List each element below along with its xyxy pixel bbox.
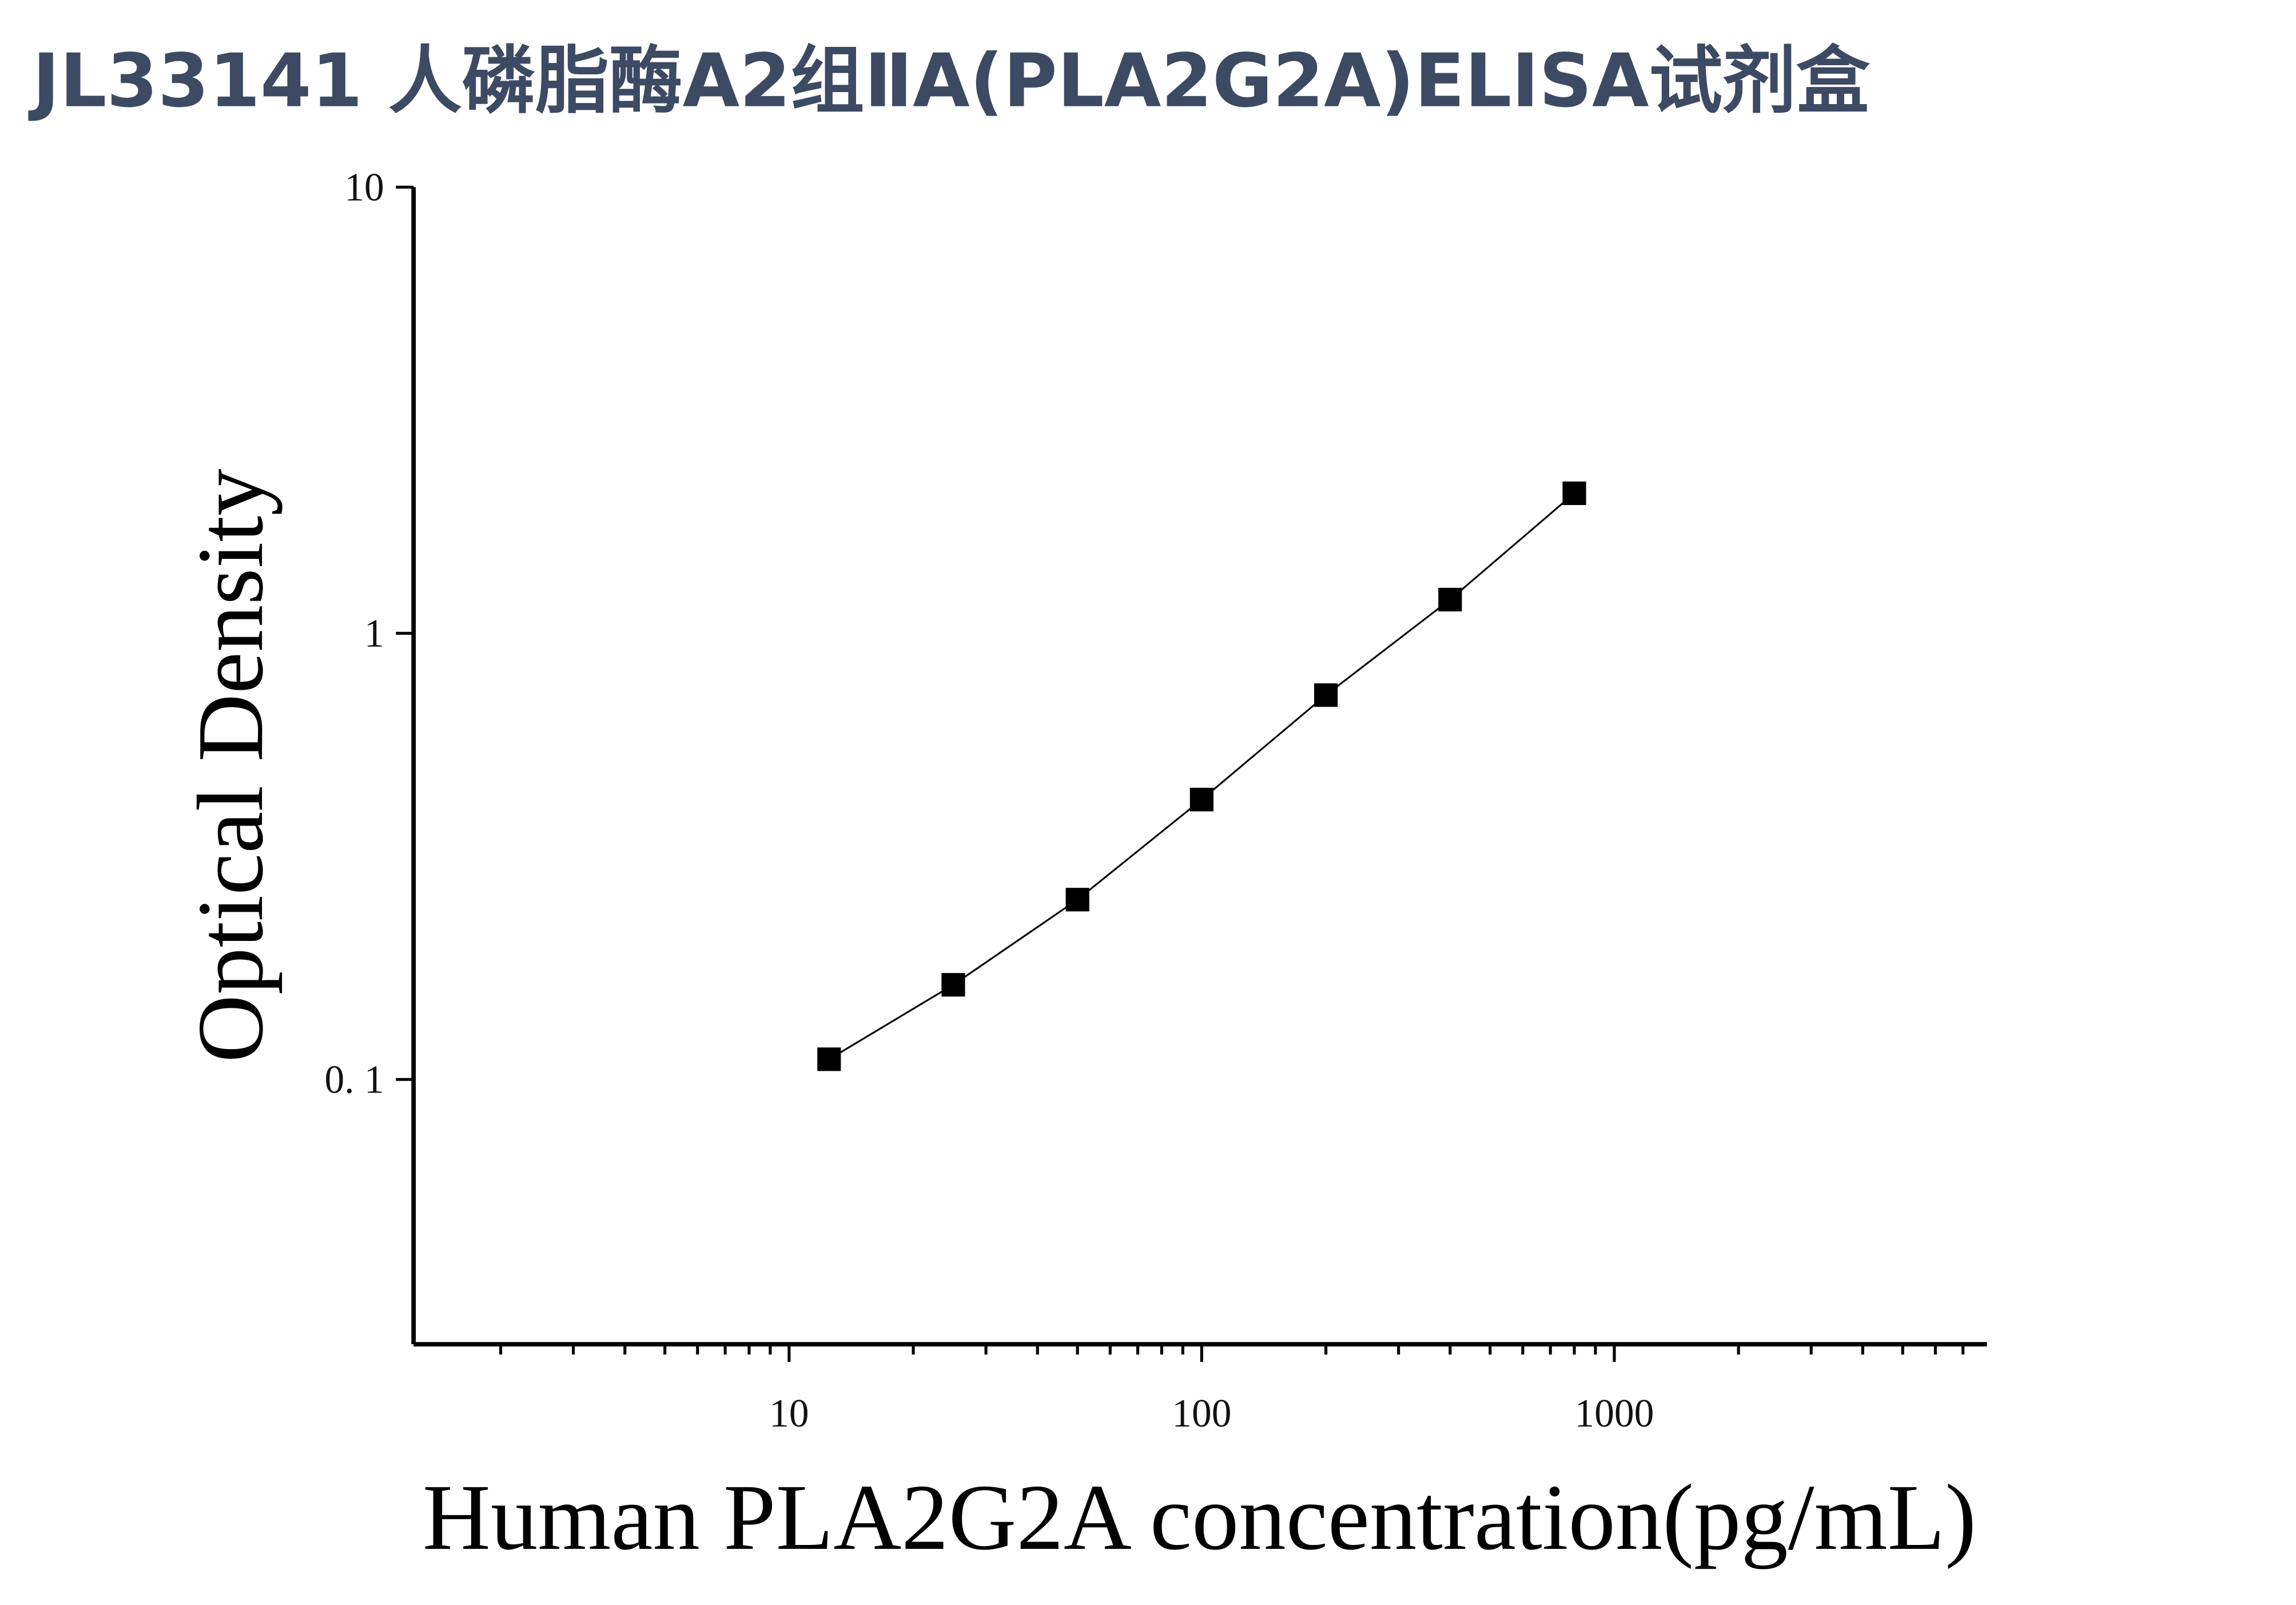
y-tick-label: 1 bbox=[364, 611, 384, 655]
x-tick-label: 100 bbox=[1172, 1392, 1231, 1436]
data-point bbox=[1189, 788, 1213, 812]
y-tick-label: 10 bbox=[344, 165, 384, 209]
data-point bbox=[941, 973, 965, 997]
data-point bbox=[1438, 587, 1462, 611]
x-tick-label: 1000 bbox=[1574, 1392, 1654, 1436]
data-point bbox=[1065, 888, 1089, 912]
y-axis-title: Optical Density bbox=[178, 468, 282, 1062]
chart-title: JL33141 人磷脂酶A2组ⅡA(PLA2G2A)ELISA试剂盒 bbox=[28, 39, 1871, 124]
data-point bbox=[817, 1047, 841, 1071]
data-point bbox=[1314, 683, 1338, 707]
x-axis-title: Human PLA2G2A concentration(pg/mL) bbox=[423, 1465, 1976, 1570]
x-tick-label: 10 bbox=[769, 1392, 809, 1436]
data-line bbox=[828, 492, 1575, 1060]
data-point bbox=[1562, 481, 1586, 505]
y-tick-label: 0. 1 bbox=[325, 1058, 384, 1102]
